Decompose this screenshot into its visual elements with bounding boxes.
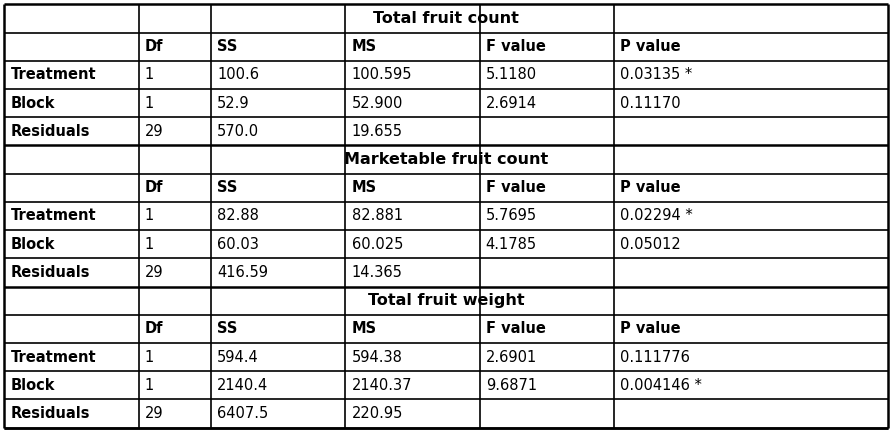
Text: Treatment: Treatment bbox=[11, 349, 96, 365]
Text: 416.59: 416.59 bbox=[218, 265, 268, 280]
Text: 1: 1 bbox=[145, 67, 154, 83]
Text: 1: 1 bbox=[145, 209, 154, 223]
Text: 82.881: 82.881 bbox=[351, 209, 402, 223]
Text: Block: Block bbox=[11, 378, 55, 393]
Text: 29: 29 bbox=[145, 265, 163, 280]
Text: 5.7695: 5.7695 bbox=[486, 209, 537, 223]
Text: Total fruit weight: Total fruit weight bbox=[368, 293, 524, 308]
Text: 100.595: 100.595 bbox=[351, 67, 412, 83]
Text: 82.88: 82.88 bbox=[218, 209, 260, 223]
Text: 0.03135 *: 0.03135 * bbox=[620, 67, 692, 83]
Text: Residuals: Residuals bbox=[11, 265, 90, 280]
Text: 220.95: 220.95 bbox=[351, 406, 403, 421]
Text: MS: MS bbox=[351, 39, 376, 54]
Text: 4.1785: 4.1785 bbox=[486, 237, 537, 252]
Text: F value: F value bbox=[486, 180, 546, 195]
Text: SS: SS bbox=[218, 321, 237, 337]
Text: 100.6: 100.6 bbox=[218, 67, 260, 83]
Text: 570.0: 570.0 bbox=[218, 124, 260, 139]
Text: Total fruit count: Total fruit count bbox=[373, 11, 519, 26]
Text: 0.02294 *: 0.02294 * bbox=[620, 209, 693, 223]
Text: 29: 29 bbox=[145, 124, 163, 139]
Text: 52.900: 52.900 bbox=[351, 95, 403, 111]
Text: P value: P value bbox=[620, 321, 681, 337]
Text: SS: SS bbox=[218, 39, 237, 54]
Text: 19.655: 19.655 bbox=[351, 124, 402, 139]
Text: 29: 29 bbox=[145, 406, 163, 421]
Text: 2.6901: 2.6901 bbox=[486, 349, 537, 365]
Text: Df: Df bbox=[145, 180, 163, 195]
Text: Marketable fruit count: Marketable fruit count bbox=[344, 152, 548, 167]
Text: Treatment: Treatment bbox=[11, 209, 96, 223]
Text: 0.05012: 0.05012 bbox=[620, 237, 681, 252]
Text: MS: MS bbox=[351, 321, 376, 337]
Text: 594.4: 594.4 bbox=[218, 349, 259, 365]
Text: 0.004146 *: 0.004146 * bbox=[620, 378, 702, 393]
Text: 2140.37: 2140.37 bbox=[351, 378, 412, 393]
Text: SS: SS bbox=[218, 180, 237, 195]
Text: 5.1180: 5.1180 bbox=[486, 67, 537, 83]
Text: P value: P value bbox=[620, 180, 681, 195]
Text: 52.9: 52.9 bbox=[218, 95, 250, 111]
Text: Residuals: Residuals bbox=[11, 406, 90, 421]
Text: P value: P value bbox=[620, 39, 681, 54]
Text: 2.6914: 2.6914 bbox=[486, 95, 537, 111]
Text: 2140.4: 2140.4 bbox=[218, 378, 268, 393]
Text: 1: 1 bbox=[145, 349, 154, 365]
Text: Block: Block bbox=[11, 95, 55, 111]
Text: F value: F value bbox=[486, 39, 546, 54]
Text: 1: 1 bbox=[145, 95, 154, 111]
Text: 6407.5: 6407.5 bbox=[218, 406, 268, 421]
Text: F value: F value bbox=[486, 321, 546, 337]
Text: Residuals: Residuals bbox=[11, 124, 90, 139]
Text: 1: 1 bbox=[145, 378, 154, 393]
Text: 0.11170: 0.11170 bbox=[620, 95, 681, 111]
Text: 0.111776: 0.111776 bbox=[620, 349, 690, 365]
Text: Block: Block bbox=[11, 237, 55, 252]
Text: Df: Df bbox=[145, 321, 163, 337]
Text: MS: MS bbox=[351, 180, 376, 195]
Text: 60.025: 60.025 bbox=[351, 237, 403, 252]
Text: 9.6871: 9.6871 bbox=[486, 378, 537, 393]
Text: Df: Df bbox=[145, 39, 163, 54]
Text: 60.03: 60.03 bbox=[218, 237, 260, 252]
Text: Treatment: Treatment bbox=[11, 67, 96, 83]
Text: 594.38: 594.38 bbox=[351, 349, 402, 365]
Text: 1: 1 bbox=[145, 237, 154, 252]
Text: 14.365: 14.365 bbox=[351, 265, 402, 280]
